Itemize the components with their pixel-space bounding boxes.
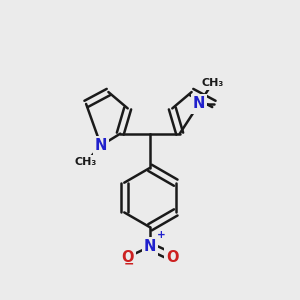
- Text: CH₃: CH₃: [75, 157, 97, 167]
- Text: CH₃: CH₃: [201, 78, 224, 88]
- Text: O: O: [122, 250, 134, 265]
- Text: N: N: [193, 96, 205, 111]
- Text: −: −: [124, 257, 135, 270]
- Text: N: N: [144, 239, 156, 254]
- Text: +: +: [157, 230, 165, 240]
- Text: N: N: [95, 138, 107, 153]
- Text: O: O: [166, 250, 178, 265]
